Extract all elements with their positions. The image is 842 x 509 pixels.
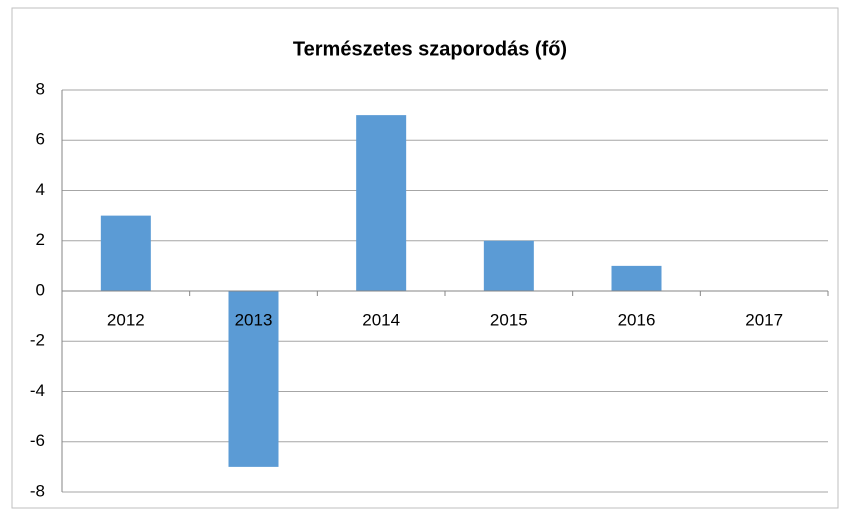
- y-tick-label: -8: [30, 481, 45, 500]
- x-tick-label: 2012: [107, 310, 145, 329]
- y-tick-label: -2: [30, 331, 45, 350]
- y-tick-label: 4: [36, 180, 45, 199]
- x-tick-label: 2013: [235, 310, 273, 329]
- y-tick-label: 8: [36, 79, 45, 98]
- chart-title: Természetes szaporodás (fő): [293, 38, 567, 60]
- x-tick-label: 2017: [745, 310, 783, 329]
- bar: [100, 215, 151, 291]
- y-tick-label: 0: [36, 280, 45, 299]
- bar: [611, 265, 662, 291]
- bar: [356, 115, 407, 291]
- bar: [228, 291, 279, 467]
- x-tick-label: 2016: [618, 310, 656, 329]
- x-tick-label: 2015: [490, 310, 528, 329]
- y-tick-label: -6: [30, 431, 45, 450]
- x-tick-label: 2014: [362, 310, 400, 329]
- bar: [483, 240, 534, 291]
- y-tick-label: -4: [30, 381, 45, 400]
- y-tick-label: 6: [36, 130, 45, 149]
- y-tick-label: 2: [36, 230, 45, 249]
